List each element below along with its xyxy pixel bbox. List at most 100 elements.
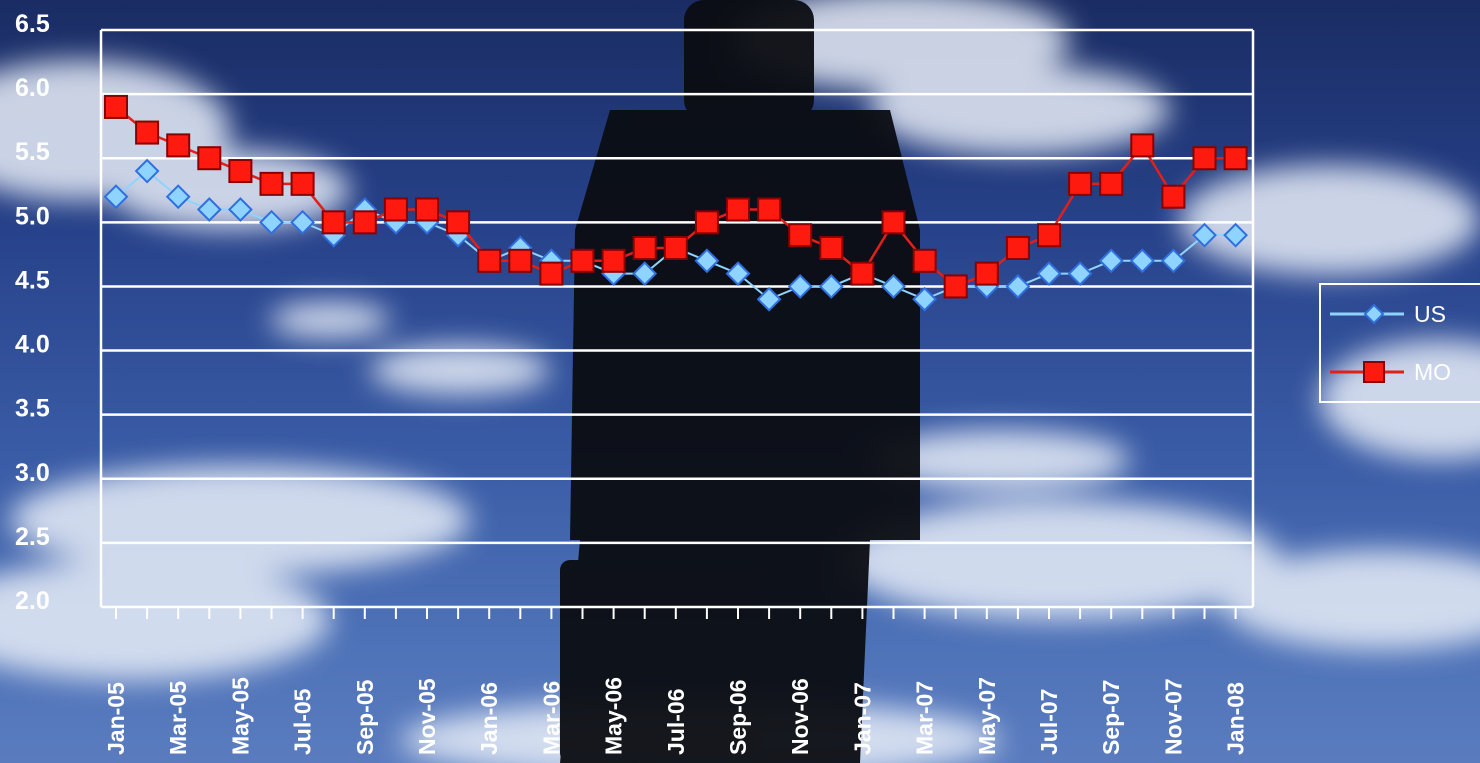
data-point-us — [694, 248, 720, 274]
data-point-mo — [321, 210, 346, 235]
legend-us-marker — [1363, 303, 1385, 325]
data-point-mo — [819, 235, 844, 260]
y-tick-label: 2.0 — [15, 587, 50, 615]
data-point-mo — [1099, 171, 1124, 196]
y-tick-label: 4.0 — [15, 331, 50, 359]
data-point-us — [134, 158, 160, 184]
data-point-mo — [104, 94, 128, 119]
x-tick-label: Jan-05 — [103, 682, 129, 755]
data-point-mo — [974, 261, 999, 286]
x-tick-label: Mar-06 — [538, 681, 564, 755]
data-point-us — [1129, 248, 1155, 274]
legend: US MO — [1319, 283, 1480, 403]
data-point-mo — [694, 210, 719, 235]
data-point-mo — [663, 235, 688, 260]
data-point-us — [259, 209, 284, 235]
data-point-mo — [352, 210, 377, 235]
data-point-mo — [166, 133, 191, 158]
data-point-mo — [539, 261, 564, 286]
y-tick-label: 2.5 — [15, 523, 50, 551]
y-tick-label: 5.5 — [15, 138, 50, 166]
data-point-mo — [228, 159, 253, 184]
y-axis-tick-labels: 6.5 6.0 5.5 5.0 4.5 4.0 3.5 3.0 2.5 2.0 — [15, 10, 50, 615]
data-point-us — [1098, 248, 1124, 274]
x-tick-label: May-06 — [601, 677, 627, 755]
data-point-mo — [1130, 133, 1155, 158]
data-point-us — [227, 197, 253, 222]
data-point-mo — [446, 210, 471, 235]
data-point-mo — [1068, 171, 1093, 196]
legend-mo-marker — [1363, 361, 1385, 383]
data-point-us — [103, 184, 129, 210]
data-point-us — [632, 261, 658, 287]
data-point-mo — [850, 261, 875, 286]
data-point-us — [1192, 222, 1217, 248]
data-point-mo — [788, 223, 813, 248]
y-tick-label: 4.5 — [15, 266, 50, 294]
data-point-us — [912, 286, 938, 312]
legend-us-label: US — [1414, 301, 1446, 327]
data-point-mo — [601, 248, 626, 273]
data-point-mo — [570, 248, 595, 273]
data-series — [103, 94, 1249, 312]
data-point-us — [1036, 261, 1062, 287]
data-point-mo — [508, 248, 533, 273]
data-point-us — [818, 274, 844, 299]
x-tick-label: Jul-07 — [1036, 689, 1062, 755]
x-tick-label: May-05 — [227, 677, 253, 755]
series-mo — [104, 94, 1248, 299]
data-point-mo — [943, 274, 968, 299]
x-tick-label: Jul-06 — [663, 689, 689, 755]
x-tick-label: Nov-05 — [414, 678, 440, 755]
data-point-us — [787, 274, 813, 299]
x-tick-label: Mar-07 — [912, 681, 938, 755]
legend-mo-label: MO — [1414, 359, 1451, 385]
y-tick-label: 6.5 — [15, 10, 50, 38]
x-tick-label: Mar-05 — [165, 681, 191, 755]
x-tick-label: Sep-05 — [352, 679, 378, 755]
series-line-us — [115, 169, 1236, 301]
data-point-mo — [1192, 146, 1217, 171]
data-point-us — [290, 209, 316, 235]
data-point-us — [725, 261, 751, 287]
data-point-us — [1223, 222, 1249, 248]
x-tick-label: Sep-06 — [725, 680, 751, 755]
data-point-mo — [632, 235, 657, 260]
x-axis-tick-labels: Jan-05 Mar-05 May-05 Jul-05 Sep-05 Nov-05 Jan-… — [103, 677, 1249, 755]
x-tick-label: Nov-06 — [787, 678, 813, 755]
legend-item-us: US — [1330, 301, 1446, 327]
data-point-mo — [881, 210, 906, 235]
data-point-mo — [290, 171, 315, 196]
data-point-us — [1067, 261, 1093, 287]
legend-item-mo: MO — [1330, 359, 1451, 385]
plot-area-frame — [99, 30, 1255, 607]
x-tick-label: May-07 — [974, 677, 1000, 755]
x-tick-label: Jan-07 — [849, 682, 875, 755]
data-point-mo — [1037, 223, 1061, 248]
x-tick-label: Nov-07 — [1160, 678, 1186, 755]
x-tick-label: Jan-06 — [476, 682, 502, 755]
x-axis-tick-marks — [115, 607, 1237, 619]
data-point-us — [1005, 274, 1031, 299]
data-point-mo — [383, 197, 408, 222]
data-point-mo — [912, 248, 937, 273]
x-tick-label: Sep-07 — [1098, 680, 1124, 755]
data-point-mo — [477, 248, 502, 273]
data-point-mo — [1005, 235, 1030, 260]
y-tick-label: 3.0 — [15, 459, 50, 487]
data-point-us — [196, 197, 222, 222]
y-tick-label: 3.5 — [15, 395, 50, 423]
gridlines — [101, 28, 1253, 609]
data-point-mo — [726, 197, 750, 222]
legend-frame — [1319, 283, 1480, 403]
y-tick-label: 6.0 — [15, 74, 50, 102]
data-point-mo — [415, 197, 439, 222]
data-point-mo — [1161, 184, 1186, 209]
data-point-mo — [757, 197, 782, 222]
y-tick-label: 5.0 — [15, 202, 50, 230]
data-point-mo — [259, 171, 284, 196]
x-tick-label: Jul-05 — [290, 688, 316, 755]
data-point-us — [756, 286, 782, 312]
